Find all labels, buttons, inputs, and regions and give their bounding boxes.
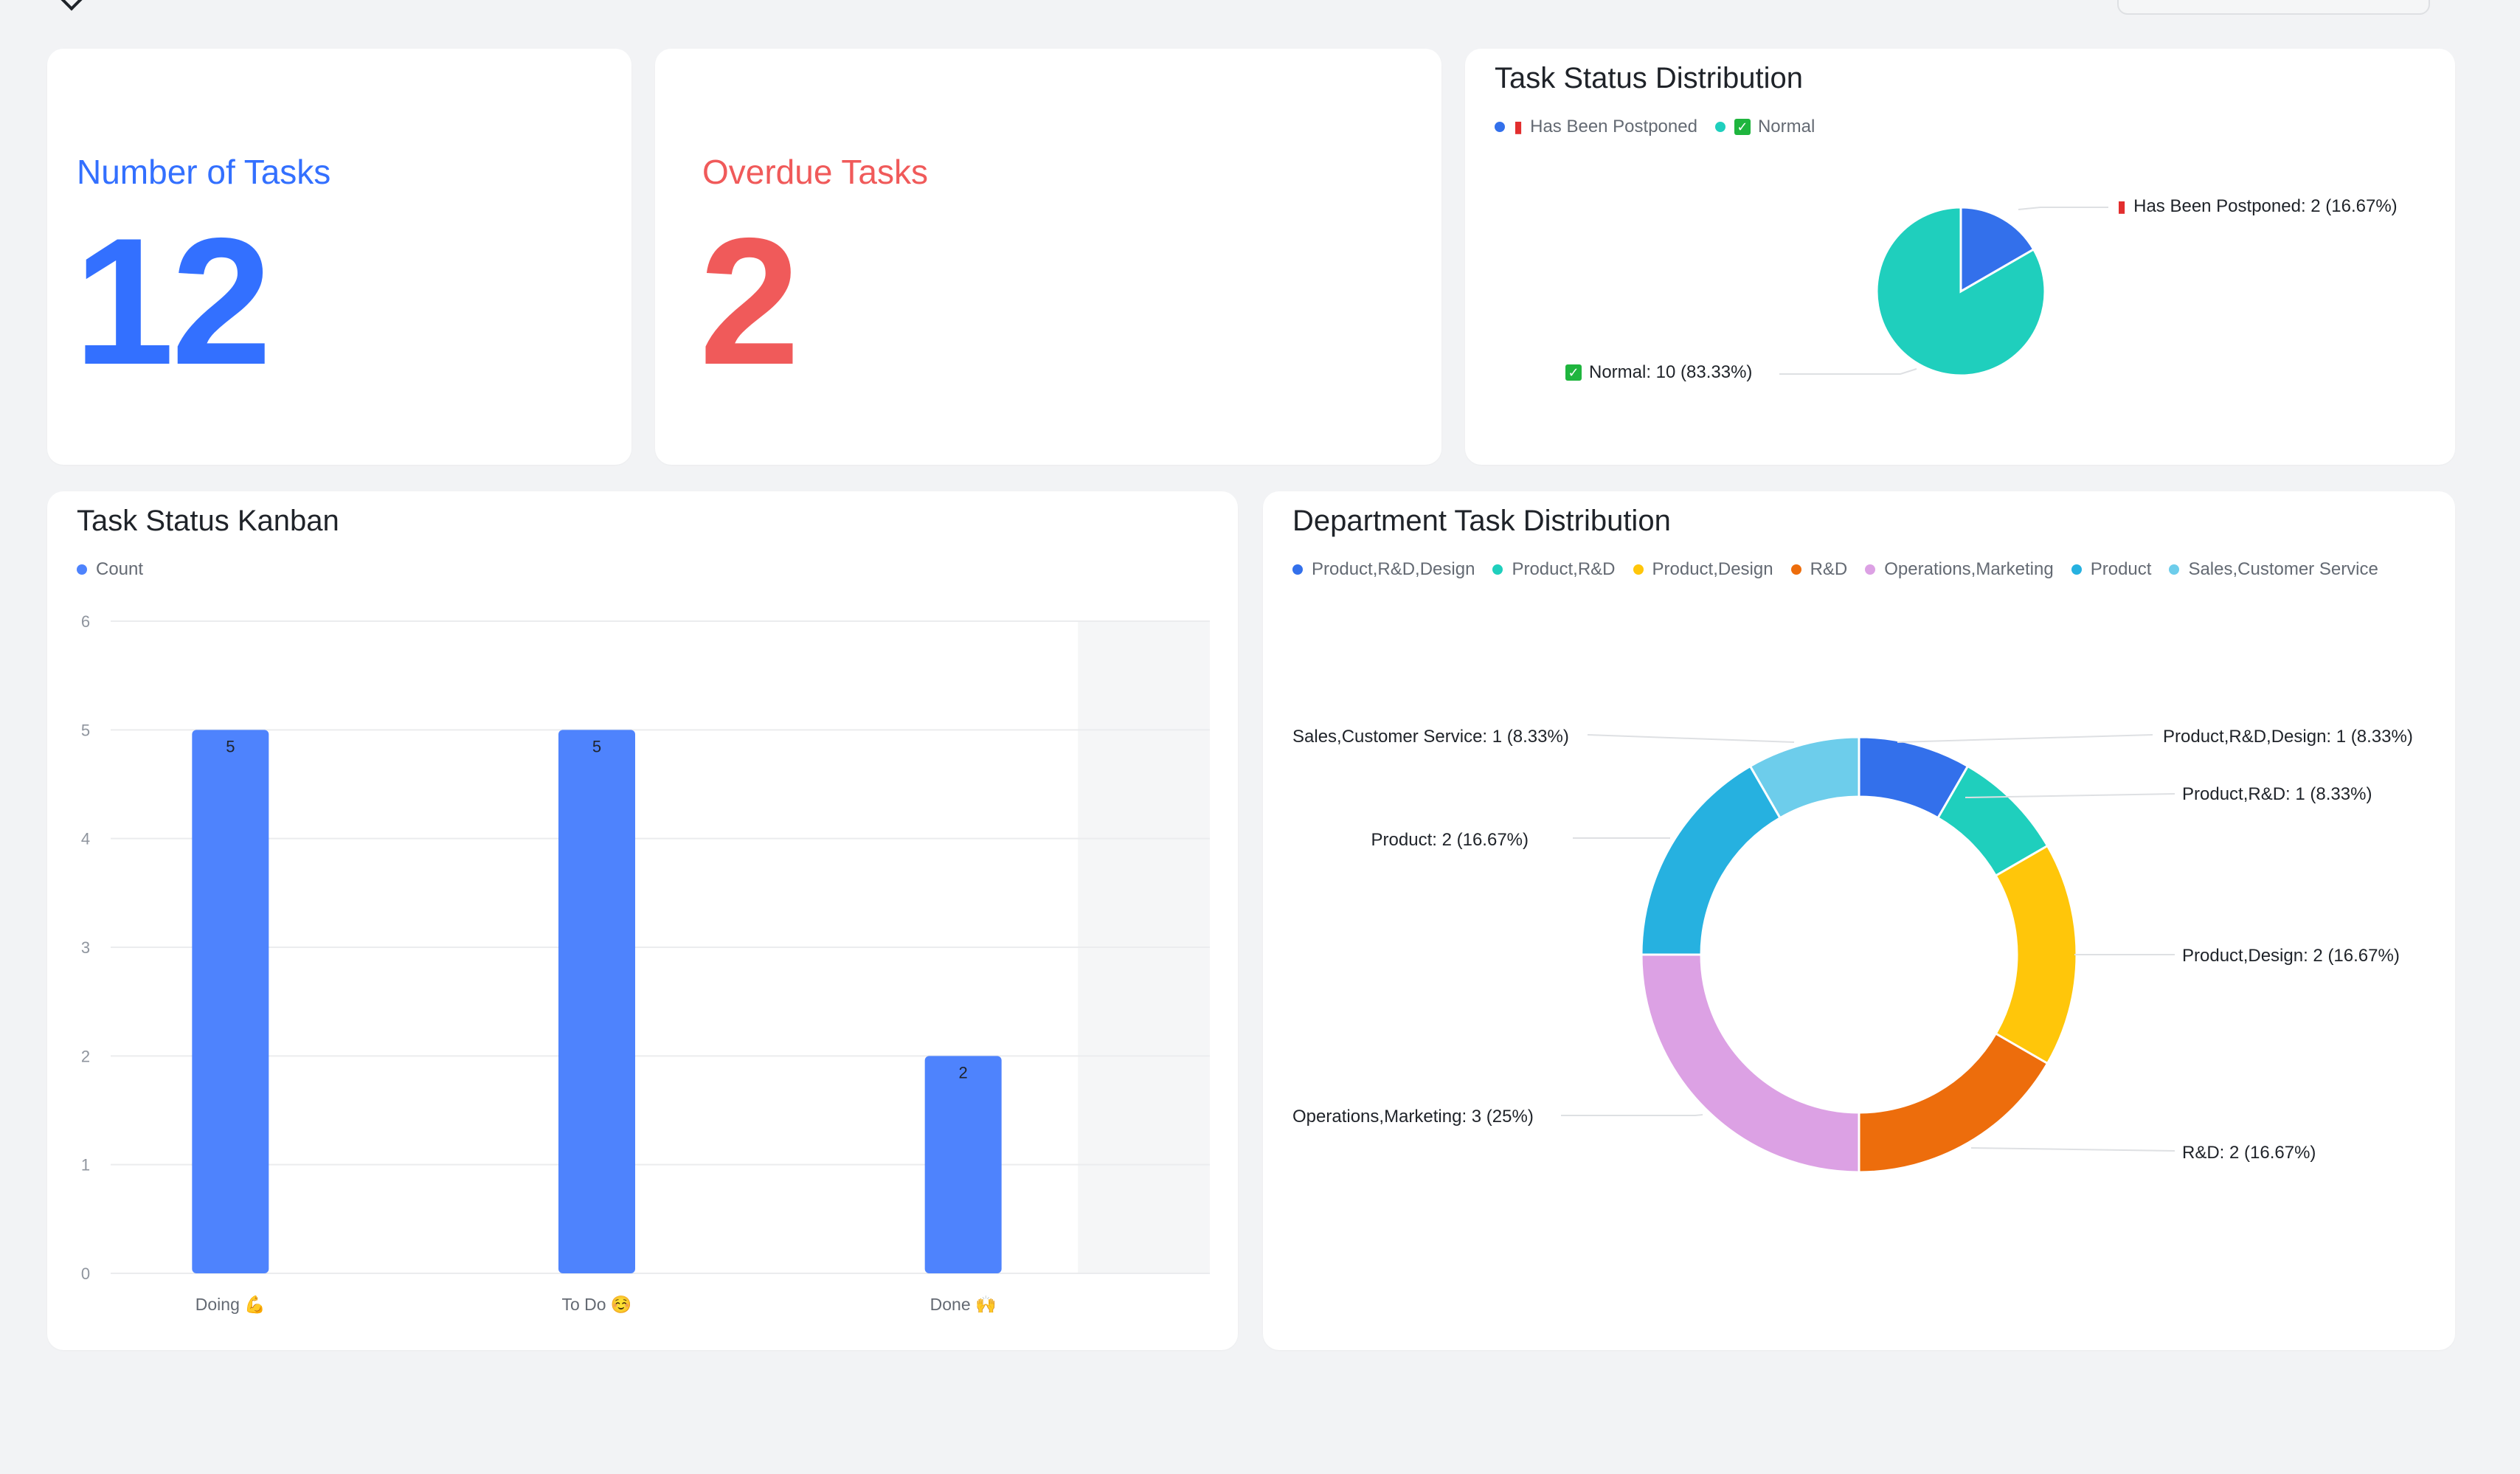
legend-item-dept[interactable]: Operations,Marketing	[1865, 559, 2054, 580]
y-tick-label: 6	[81, 612, 90, 631]
bar	[558, 730, 635, 1273]
x-tick-label: To Do ☺️	[561, 1295, 631, 1314]
legend-dot	[2071, 564, 2082, 575]
filter-dropdown[interactable]	[2117, 0, 2430, 15]
tasks-metric-card: Number of Tasks 12	[47, 49, 631, 465]
bar-value-label: 5	[592, 737, 601, 755]
donut-slice-5	[1640, 764, 1782, 956]
status-distribution-card: Task Status Distribution ▮ Has Been Post…	[1465, 49, 2455, 465]
legend-dot	[77, 564, 87, 575]
legend-dot	[1492, 564, 1503, 575]
legend-label: R&D	[1810, 559, 1848, 579]
donut-callout-label: Product: 2 (16.67%)	[1371, 830, 1529, 850]
callout-line	[1970, 1147, 2175, 1152]
legend-label: Operations,Marketing	[1884, 559, 2054, 579]
callout-postponed-text: Has Been Postponed: 2 (16.67%)	[2133, 196, 2398, 216]
donut-callout-label: R&D: 2 (16.67%)	[2182, 1143, 2316, 1163]
kanban-title: Task Status Kanban	[77, 505, 339, 537]
legend-dot	[1714, 122, 1725, 132]
legend-label: Product,R&D,Design	[1312, 559, 1475, 579]
status-distribution-title: Task Status Distribution	[1495, 62, 1803, 94]
tasks-metric-value: 12	[74, 200, 272, 402]
legend-dot	[2169, 564, 2180, 575]
donut-slice-6	[1748, 736, 1860, 820]
legend-dot	[1790, 564, 1801, 575]
y-tick-label: 2	[81, 1047, 90, 1065]
bar	[192, 730, 269, 1273]
legend-item-dept[interactable]: Product,Design	[1633, 559, 1773, 580]
legend-label: Product,Design	[1652, 559, 1773, 579]
legend-label: Product,R&D	[1512, 559, 1616, 579]
legend-dot	[1495, 122, 1505, 132]
overdue-metric-card: Overdue Tasks 2	[655, 49, 1441, 465]
legend-item-dept[interactable]: Product,R&D	[1492, 559, 1616, 580]
legend-dot	[1633, 564, 1644, 575]
tasks-metric-label: Number of Tasks	[77, 153, 331, 191]
donut-callout-label: Product,R&D: 1 (8.33%)	[2182, 784, 2372, 804]
kanban-card: Task Status Kanban Count 0 1 2 3 4 5 6 5 Doing 💪…	[47, 491, 1238, 1350]
y-tick-label: 3	[81, 938, 90, 957]
legend-item-dept[interactable]: R&D	[1790, 559, 1848, 580]
legend-label: Normal	[1757, 117, 1815, 136]
donut-callout-label: Sales,Customer Service: 1 (8.33%)	[1292, 727, 1569, 747]
department-card: Department Task Distribution Product,R&D…	[1263, 491, 2455, 1350]
bar-value-label: 5	[226, 737, 235, 755]
donut-slice-2	[1994, 844, 2078, 1065]
pie-slice-0	[1959, 206, 2035, 294]
callout-postponed: ▮ Has Been Postponed: 2 (16.67%)	[2117, 196, 2398, 217]
y-tick-label: 0	[81, 1264, 90, 1283]
legend-item-dept[interactable]: Product,R&D,Design	[1292, 559, 1475, 580]
legend-item-count[interactable]: Count	[77, 559, 143, 580]
callout-normal: ✓ Normal: 10 (83.33%)	[1565, 362, 1752, 383]
donut-callout-label: Product,R&D,Design: 1 (8.33%)	[2163, 727, 2413, 747]
department-title: Department Task Distribution	[1292, 505, 1671, 537]
kanban-bar-chart: 0 1 2 3 4 5 6 5 Doing 💪 5 To Do ☺️ 2 Done 🙌	[81, 612, 1210, 1315]
x-tick-label: Done 🙌	[930, 1295, 997, 1314]
emergency-light-icon: ▮	[1514, 117, 1523, 136]
callout-line	[2018, 207, 2108, 210]
callout-line	[1965, 793, 2175, 798]
callout-line	[1587, 734, 1795, 743]
kanban-legend: Count	[77, 559, 161, 580]
legend-label: Has Been Postponed	[1530, 117, 1697, 136]
bar	[924, 1056, 1002, 1273]
legend-item-dept[interactable]: Sales,Customer Service	[2169, 559, 2378, 580]
y-tick-label: 1	[81, 1156, 90, 1174]
x-tick-label: Doing 💪	[195, 1295, 266, 1315]
legend-dot	[1865, 564, 1876, 575]
status-legend: ▮ Has Been Postponed ✓ Normal	[1495, 117, 1832, 137]
department-legend: Product,R&D,Design Product,R&D Product,Des…	[1292, 559, 2396, 580]
callout-line	[1897, 734, 2153, 743]
donut-slice-3	[1858, 1031, 2049, 1174]
callout-line	[1779, 368, 1917, 375]
legend-item-normal[interactable]: ✓ Normal	[1714, 117, 1815, 137]
legend-label: Count	[96, 559, 144, 579]
legend-item-postponed[interactable]: ▮ Has Been Postponed	[1495, 117, 1697, 137]
legend-label: Product	[2090, 559, 2152, 579]
overdue-metric-label: Overdue Tasks	[702, 153, 928, 191]
chevron-down-icon[interactable]	[60, 0, 83, 11]
pie-slice-1	[1875, 206, 2046, 377]
donut-callout-label: Product,Design: 2 (16.67%)	[2182, 946, 2400, 966]
check-mark-icon: ✓	[1565, 364, 1582, 381]
legend-dot	[1292, 564, 1303, 575]
donut-callout-label: Operations,Marketing: 3 (25%)	[1292, 1107, 1534, 1127]
status-pie-chart	[1779, 206, 2108, 377]
check-mark-icon: ✓	[1734, 119, 1751, 135]
overdue-metric-value: 2	[699, 200, 800, 402]
emergency-light-icon: ▮	[2117, 197, 2127, 215]
bar-value-label: 2	[959, 1063, 968, 1082]
donut-slice-4	[1640, 953, 1860, 1174]
y-tick-label: 5	[81, 721, 90, 739]
callout-normal-text: Normal: 10 (83.33%)	[1589, 362, 1753, 382]
legend-item-dept[interactable]: Product	[2071, 559, 2152, 580]
legend-label: Sales,Customer Service	[2188, 559, 2378, 579]
department-donut-chart: Product,R&D,Design: 1 (8.33%) Product,R&D…	[1292, 727, 2413, 1174]
y-tick-label: 4	[81, 830, 90, 848]
